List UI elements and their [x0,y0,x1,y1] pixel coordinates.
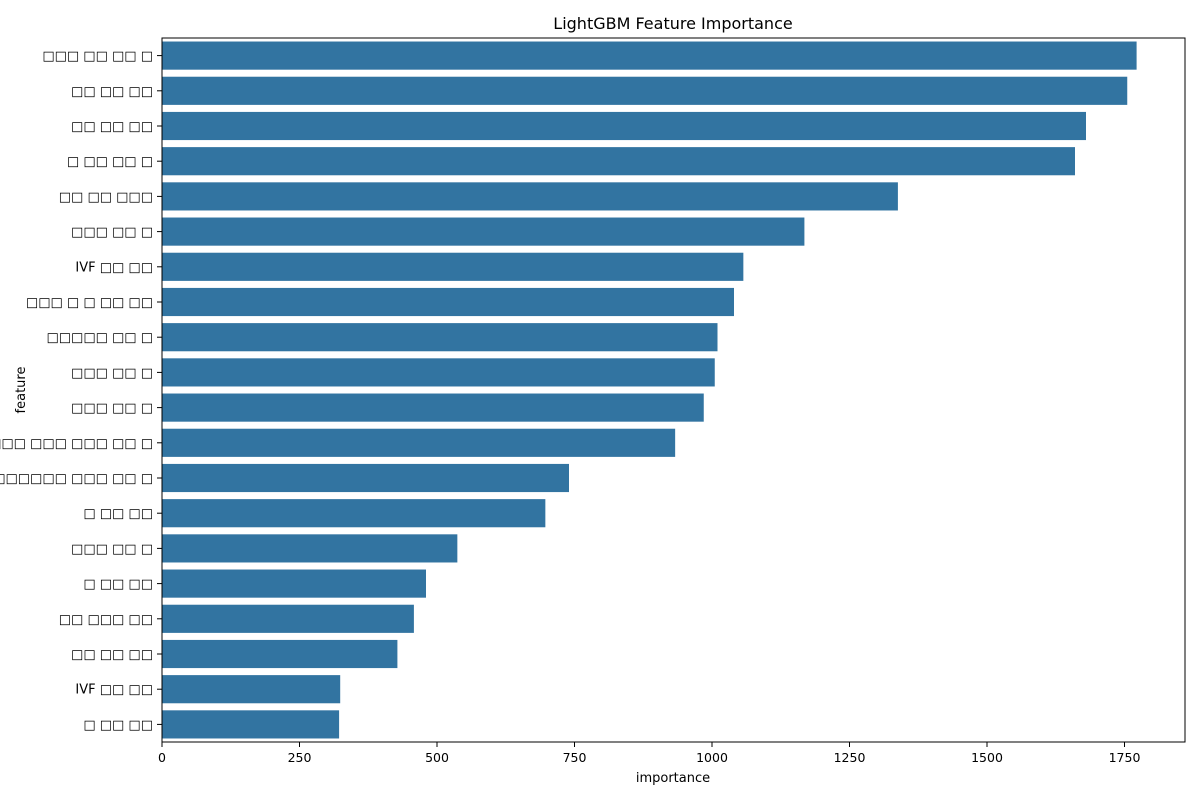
x-tick-label: 750 [563,750,587,765]
y-tick-label: □□ □□ □□ [71,120,153,135]
bars-group [162,41,1137,739]
y-axis-label: feature [14,367,29,414]
bar [162,147,1075,176]
bar [162,463,569,493]
y-tick-label: □□□ □□ □ [71,401,153,416]
y-tick-label: □□□ □□ □ [71,542,153,557]
y-tick-label: □□ □□□ □□ [59,612,153,627]
bar [162,287,734,317]
bar [162,604,414,633]
bar [162,534,458,563]
y-tick-label: □□□ □□ □□ □ [42,49,153,64]
x-tick-label: 250 [288,750,312,765]
bar [162,41,1137,70]
y-tick-label: □□ □□ □□ [71,648,153,663]
y-axis-ticks: □□□ □□ □□ □□□ □□ □□□□ □□ □□□ □□ □□ □□□ □… [0,49,162,733]
y-tick-label: □□□□□□ □□□ □□ □ [0,472,153,487]
bar [162,76,1128,105]
x-tick-label: 1000 [696,750,728,765]
y-tick-label: □ □□ □□ [83,718,153,733]
bar [162,111,1086,141]
x-axis-ticks: 0 250 500 750 1000 1250 1500 1750 [158,742,1140,765]
x-tick-label: 0 [158,750,166,765]
y-tick-label: □□□ □ □ □□ □□ [26,296,153,311]
y-tick-label: IVF □□ □□ [75,260,153,275]
bar [162,569,426,598]
y-tick-label: □ □□ □□ □ [67,155,153,170]
bar [162,499,546,528]
x-axis-label: importance [636,771,710,786]
x-tick-label: 500 [425,750,449,765]
y-tick-label: □□□ □□ □ [71,225,153,240]
bar [162,217,805,246]
bar [162,323,718,352]
bar [162,639,398,669]
y-tick-label: □□□□□ □□ □ [46,331,153,346]
x-tick-label: 1250 [834,750,866,765]
bar [162,428,676,457]
x-tick-label: 1500 [971,750,1003,765]
y-tick-label: □□ □□ □□ [71,84,153,99]
bar [162,393,704,422]
y-tick-label: □ □□ □□ [83,507,153,522]
x-tick-label: 1750 [1109,750,1141,765]
bar [162,358,715,387]
bar [162,182,898,211]
bar [162,710,340,739]
y-tick-label: □□□ □□□ □□□ □□ □ [0,436,153,451]
plot-frame [161,37,1186,743]
y-tick-label: □□□ □□ □ [71,366,153,381]
bar [162,675,341,704]
y-tick-label: □ □□ □□ [83,577,153,592]
y-tick-label: IVF □□ □□ [75,683,153,698]
y-tick-label: □□ □□ □□□ [59,190,153,205]
chart-title: LightGBM Feature Importance [553,14,792,33]
bar [162,252,744,281]
